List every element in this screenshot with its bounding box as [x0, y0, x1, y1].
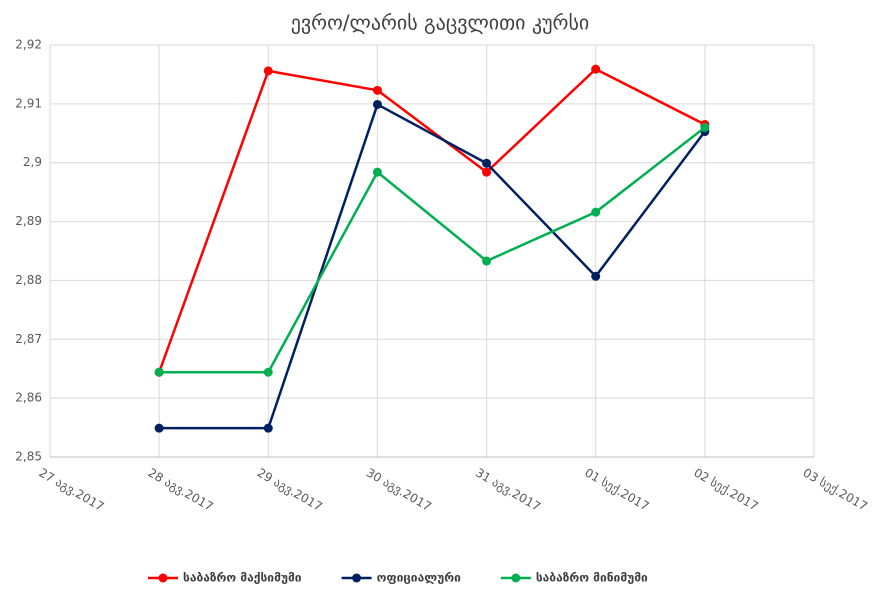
point [263, 423, 273, 433]
legend-label: საბაზრო მაქსიმუმი [183, 571, 302, 585]
series-line [159, 102, 706, 430]
y-tick-label: 2,89 [15, 214, 42, 228]
series-line [159, 126, 706, 374]
point [263, 66, 273, 76]
y-tick-label: 2,88 [15, 273, 42, 287]
x-tick-label: 02 სექ.2017 [691, 465, 760, 513]
point [482, 256, 492, 266]
point [591, 271, 601, 281]
point [591, 64, 601, 74]
point [154, 423, 164, 433]
chart-title: ევრო/ლარის გაცვლითი კურსი [291, 11, 590, 35]
point [482, 158, 492, 168]
point [263, 367, 273, 377]
legend-marker [352, 573, 362, 583]
point [700, 122, 710, 132]
x-tick-label: 31 აგვ.2017 [473, 465, 543, 513]
x-tick-label: 01 სექ.2017 [582, 465, 651, 513]
point [372, 99, 382, 109]
y-tick-label: 2,9 [23, 155, 42, 169]
point [372, 85, 382, 95]
legend-marker [158, 573, 168, 583]
y-tick-label: 2,87 [15, 332, 42, 346]
x-tick-label: 27 აგვ.2017 [37, 465, 107, 513]
x-tick-label: 03 სექ.2017 [801, 465, 870, 513]
legend-marker [511, 573, 521, 583]
point [372, 167, 382, 177]
point [154, 367, 164, 377]
point [591, 207, 601, 217]
y-tick-label: 2,92 [15, 38, 42, 52]
x-tick-label: 29 აგვ.2017 [255, 465, 325, 513]
y-tick-label: 2,91 [15, 96, 42, 110]
x-tick-label: 30 აგვ.2017 [364, 465, 434, 513]
y-tick-label: 2,86 [15, 391, 42, 405]
legend-label: საბაზრო მინიმუმი [536, 571, 648, 585]
legend-label: ოფიციალური [377, 571, 461, 585]
series-line [157, 67, 706, 373]
x-tick-label: 28 აგვ.2017 [146, 465, 216, 513]
point [482, 167, 492, 177]
y-tick-label: 2,85 [15, 450, 42, 464]
